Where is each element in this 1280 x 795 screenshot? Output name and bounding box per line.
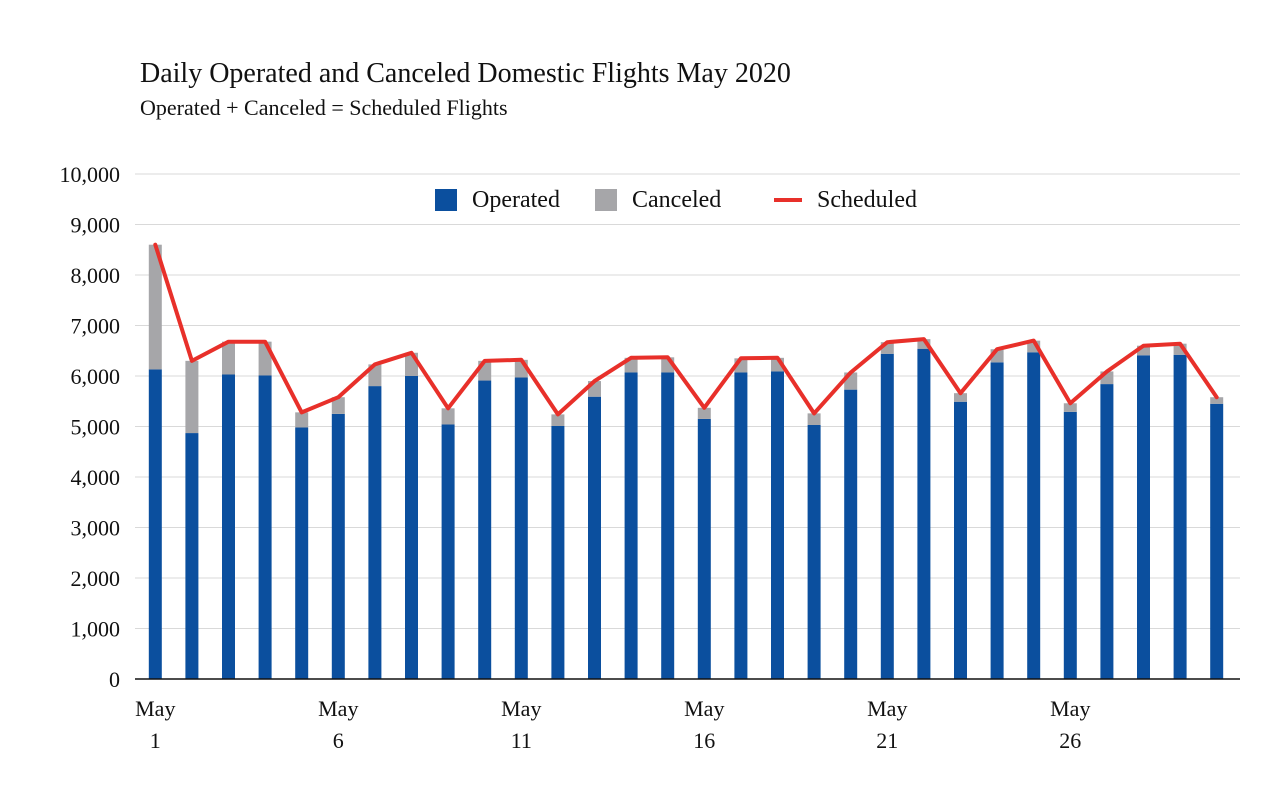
- x-tick-label-month: May: [867, 696, 907, 721]
- bar-operated: [844, 389, 858, 679]
- bar-canceled: [441, 408, 455, 425]
- bar-operated: [807, 424, 821, 679]
- bar-operated: [771, 371, 784, 679]
- bar-canceled: [807, 413, 821, 425]
- bar-operated: [990, 362, 1004, 679]
- bar-canceled: [331, 397, 345, 414]
- y-axis: 0 1,000 2,000 3,000 4,000 5,000 6,000 7,000 8,00…: [60, 162, 121, 692]
- bar-canceled: [954, 393, 967, 402]
- bars: [148, 244, 1224, 679]
- legend-swatch: [595, 189, 617, 211]
- chart-subtitle: Operated + Canceled = Scheduled Flights: [140, 95, 508, 120]
- bar-operated: [880, 353, 894, 679]
- bar-operated: [148, 369, 162, 679]
- bar-operated: [514, 377, 528, 679]
- y-tick-label: 1,000: [71, 617, 121, 642]
- legend-label: Operated: [472, 187, 560, 213]
- y-tick-label: 4,000: [71, 465, 121, 490]
- y-tick-label: 10,000: [60, 162, 121, 187]
- bar-operated: [917, 348, 931, 679]
- bar-operated: [478, 380, 492, 679]
- x-tick-label-month: May: [135, 696, 175, 721]
- y-tick-label: 3,000: [71, 516, 121, 541]
- bar-canceled: [1027, 340, 1041, 353]
- bar-operated: [734, 372, 748, 679]
- bar-canceled: [1210, 397, 1224, 404]
- bar-operated: [1210, 403, 1224, 679]
- bar-operated: [1137, 355, 1150, 679]
- x-tick-label-month: May: [1050, 696, 1090, 721]
- bar-operated: [1173, 354, 1187, 679]
- bar-canceled: [185, 360, 199, 434]
- bar-canceled: [1063, 403, 1077, 412]
- y-tick-label: 2,000: [71, 566, 121, 591]
- bar-operated: [405, 376, 418, 679]
- x-tick-label-month: May: [501, 696, 541, 721]
- legend: Operated Canceled Scheduled: [435, 187, 917, 213]
- bar-canceled: [1173, 343, 1187, 355]
- bar-operated: [588, 396, 601, 679]
- bar-operated: [551, 425, 565, 679]
- x-tick-label-day: 1: [150, 728, 161, 753]
- bar-canceled: [148, 244, 162, 370]
- x-tick-label-day: 11: [511, 728, 532, 753]
- x-tick-label-day: 21: [876, 728, 898, 753]
- bar-operated: [441, 424, 455, 679]
- x-axis: May 1 May 6 May 11 May 16 May 21 May 26: [135, 678, 1240, 753]
- x-tick-label-month: May: [318, 696, 358, 721]
- bar-operated: [624, 372, 638, 679]
- x-tick-label-day: 6: [333, 728, 344, 753]
- legend-item-scheduled: Scheduled: [774, 187, 917, 213]
- y-tick-label: 6,000: [71, 364, 121, 389]
- scheduled-line-group: [153, 242, 1219, 417]
- bar-operated: [697, 418, 711, 679]
- y-tick-label: 8,000: [71, 263, 121, 288]
- y-tick-label: 9,000: [71, 213, 121, 238]
- y-tick-label: 5,000: [71, 415, 121, 440]
- bar-operated: [258, 375, 272, 679]
- bar-operated: [368, 386, 382, 679]
- bar-operated: [1063, 411, 1077, 679]
- bar-canceled: [222, 341, 235, 375]
- legend-label: Canceled: [632, 187, 721, 213]
- grid-lines: [135, 173, 1240, 629]
- legend-item-canceled: Canceled: [595, 187, 721, 213]
- legend-label: Scheduled: [817, 187, 917, 213]
- bar-operated: [295, 427, 309, 679]
- bar-operated: [1027, 352, 1041, 679]
- bar-canceled: [880, 342, 894, 354]
- bar-operated: [331, 413, 345, 679]
- legend-swatch: [435, 189, 457, 211]
- legend-item-operated: Operated: [435, 187, 560, 213]
- y-tick-label: 7,000: [71, 314, 121, 339]
- x-tick-label-day: 16: [693, 728, 715, 753]
- bar-operated: [185, 433, 199, 679]
- bar-operated: [222, 374, 235, 679]
- bar-canceled: [917, 339, 931, 349]
- scheduled-line: [153, 242, 1219, 417]
- x-tick-label-day: 26: [1059, 728, 1081, 753]
- bar-operated: [1100, 384, 1114, 679]
- bar-canceled: [551, 414, 565, 426]
- bar-canceled: [697, 407, 711, 419]
- bar-operated: [661, 372, 675, 679]
- y-tick-label: 0: [109, 667, 120, 692]
- bar-operated: [954, 401, 967, 679]
- bar-canceled: [295, 412, 309, 428]
- bar-canceled: [1137, 345, 1150, 356]
- chart-title: Daily Operated and Canceled Domestic Fli…: [140, 58, 791, 89]
- x-tick-label-month: May: [684, 696, 724, 721]
